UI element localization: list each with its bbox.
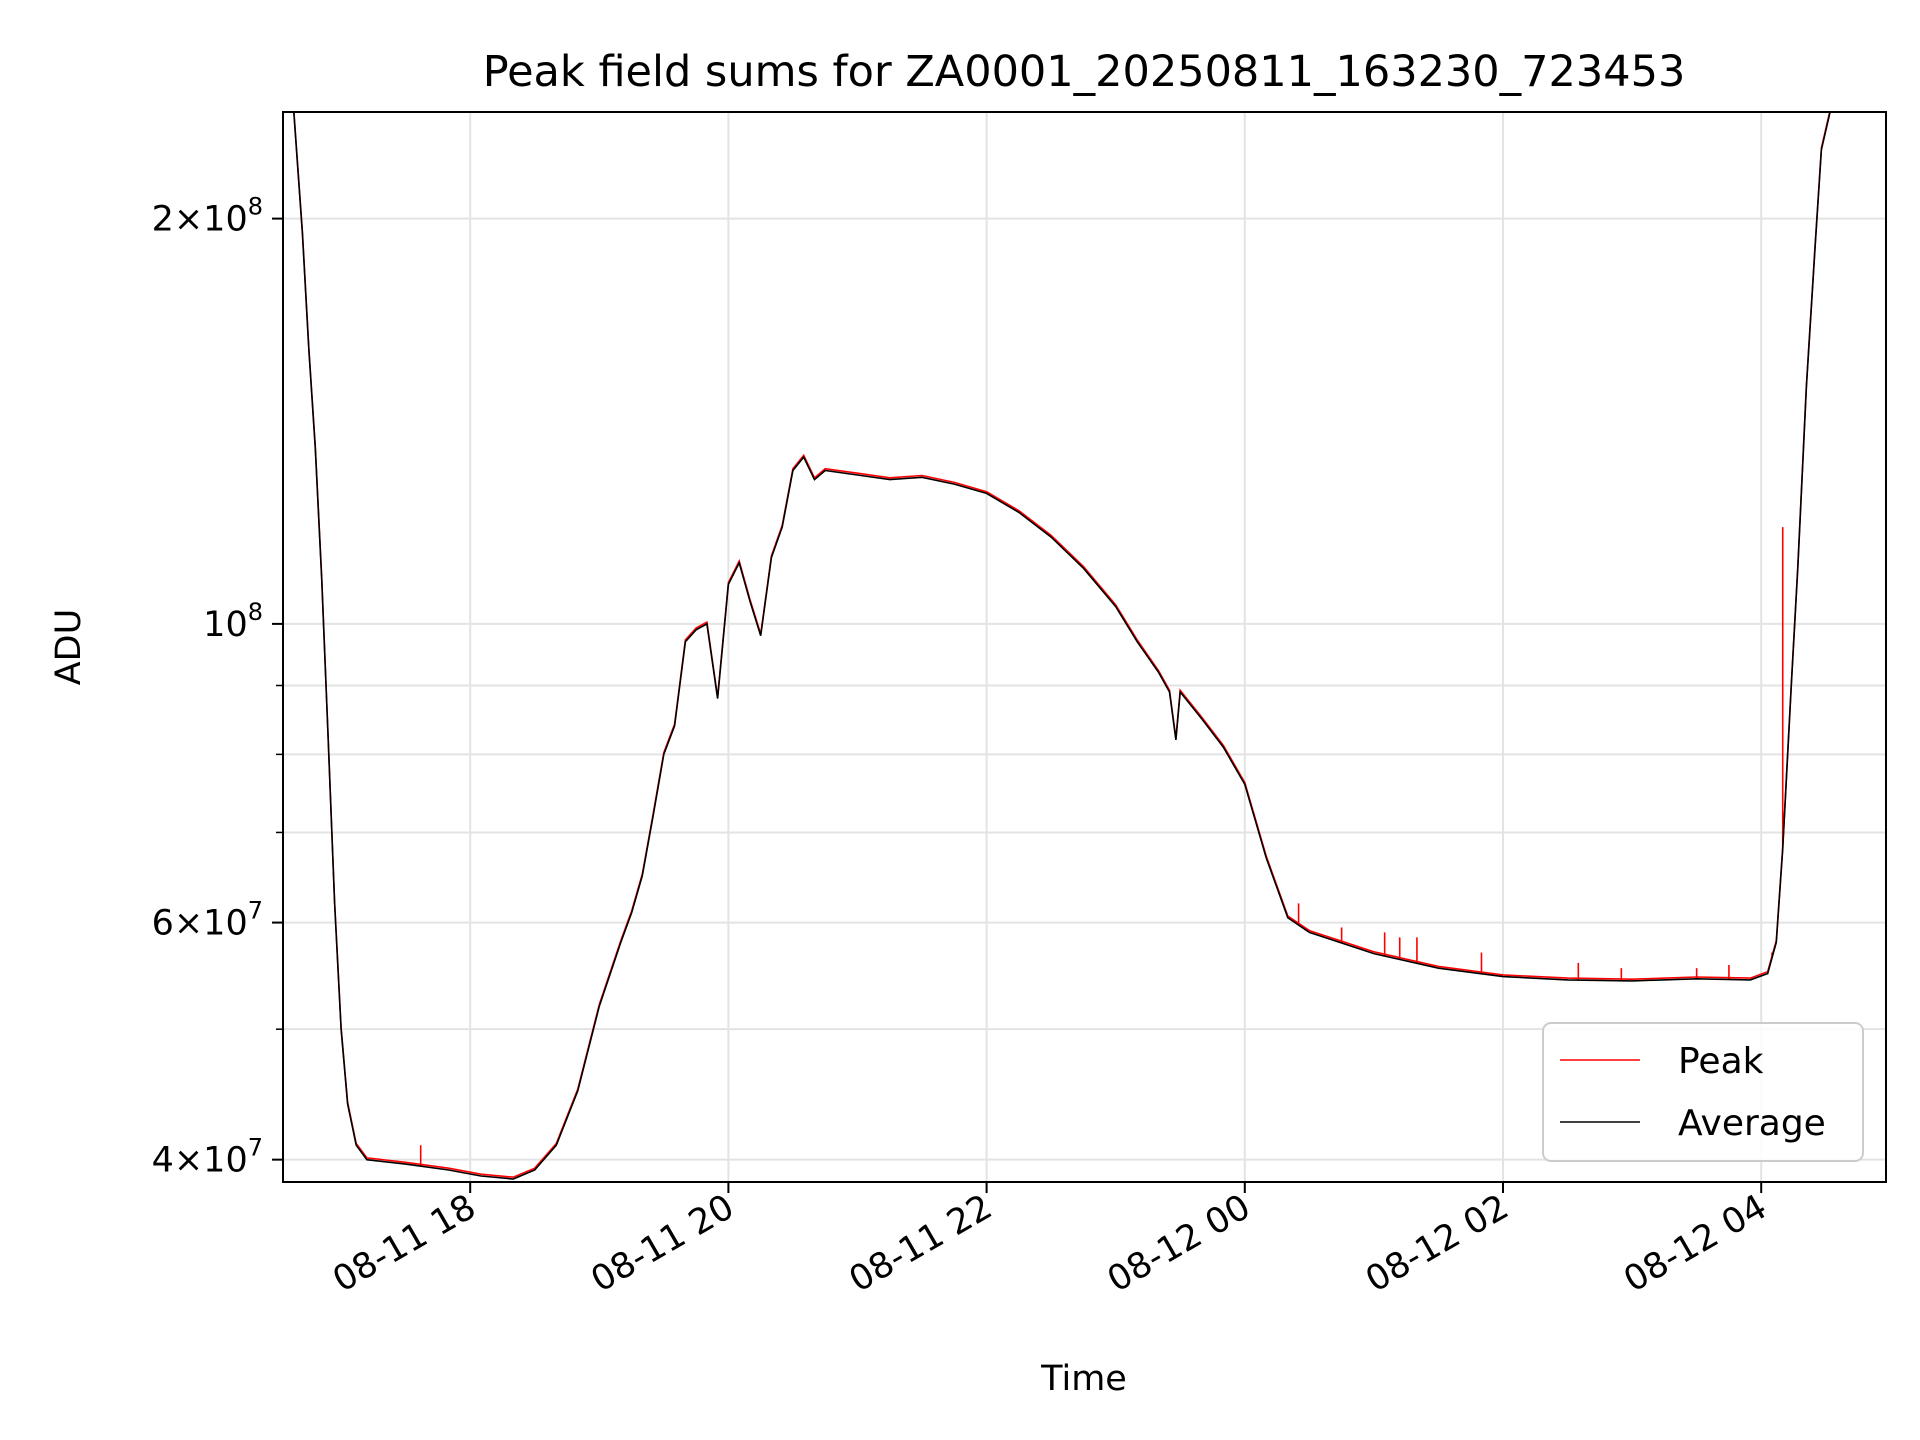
peak-series-line — [293, 112, 1831, 1179]
y-tick-label: 6×107 — [152, 897, 263, 944]
y-axis: 4×107 6×107 108 2×108 — [152, 193, 283, 1181]
y-tick-label: 108 — [203, 598, 263, 645]
y-tick-label: 4×107 — [152, 1134, 263, 1181]
legend-label-average: Average — [1678, 1103, 1826, 1144]
legend: Peak Average — [1542, 1022, 1864, 1162]
average-series-line — [293, 112, 1841, 1180]
plot-frame — [282, 111, 1887, 1183]
x-axis-label: Time — [1040, 1359, 1127, 1399]
chart-title: Peak field sums for ZA0001_20250811_1632… — [483, 47, 1686, 97]
y-tick-label: 2×108 — [152, 193, 263, 240]
legend-label-peak: Peak — [1678, 1041, 1764, 1082]
y-axis-label: ADU — [49, 609, 89, 686]
legend-box — [1542, 1022, 1864, 1162]
series-layer — [293, 112, 1841, 1180]
